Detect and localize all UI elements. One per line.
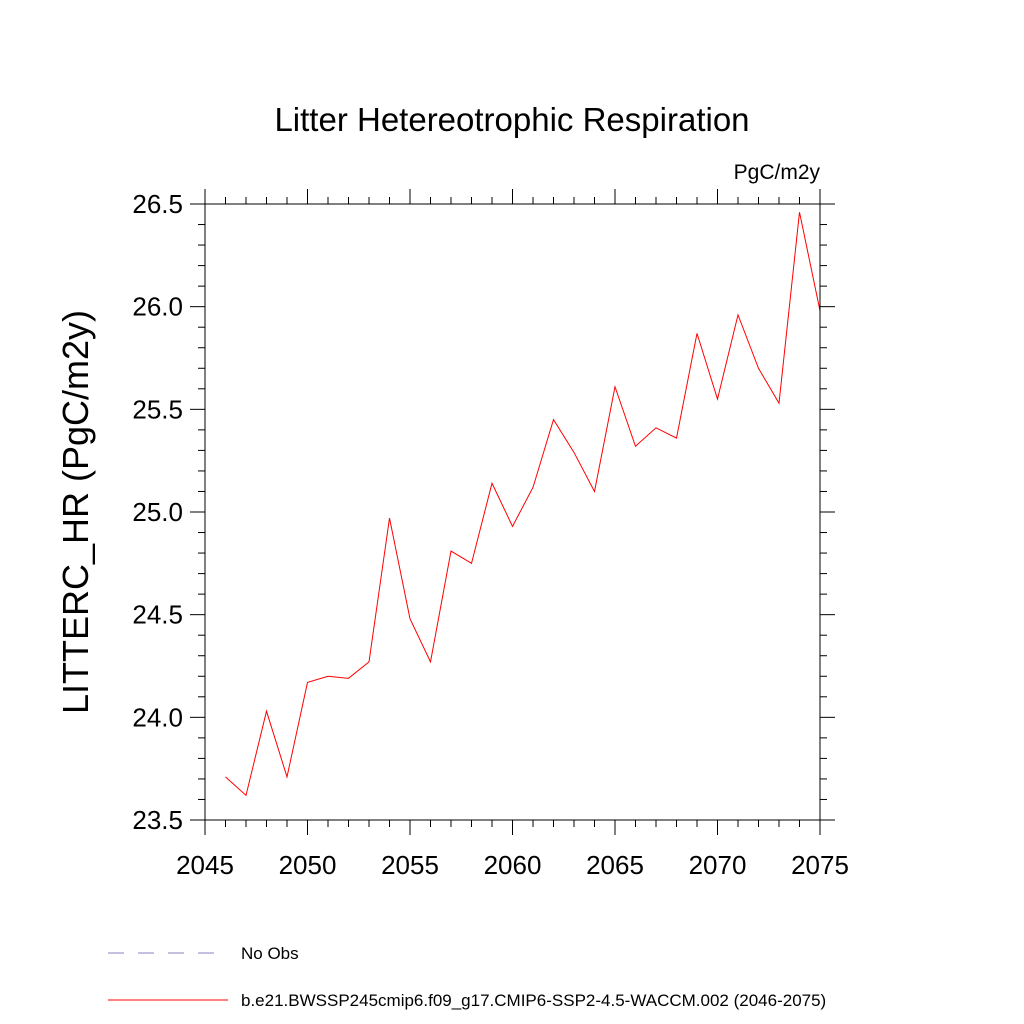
y-tick-label: 26.0 xyxy=(132,292,183,322)
series-line xyxy=(225,212,821,797)
y-tick-labels: 23.5 24.0 24.5 25.0 25.5 26.0 26.5 xyxy=(132,189,183,835)
y-tick-label: 26.5 xyxy=(132,189,183,219)
units-label: PgC/m2y xyxy=(734,161,821,184)
x-tick-label: 2055 xyxy=(381,850,439,880)
axis-ticks xyxy=(190,189,835,835)
legend-label: No Obs xyxy=(241,944,299,963)
x-tick-label: 2070 xyxy=(689,850,747,880)
legend-entry: b.e21.BWSSP245cmip6.f09_g17.CMIP6-SSP2-4… xyxy=(108,991,826,1010)
y-axis-label: LITTERC_HR (PgC/m2y) xyxy=(55,310,96,714)
x-tick-labels: 2045 2050 2055 2060 2065 2070 2075 xyxy=(176,850,849,880)
data-series xyxy=(225,212,821,797)
plot-frame xyxy=(204,203,821,821)
y-tick-label: 23.5 xyxy=(132,805,183,835)
legend-entry: No Obs xyxy=(108,944,299,963)
x-tick-label: 2050 xyxy=(279,850,337,880)
chart-title: Litter Hetereotrophic Respiration xyxy=(274,101,749,138)
y-tick-label: 25.0 xyxy=(132,497,183,527)
y-tick-label: 25.5 xyxy=(132,394,183,424)
y-tick-label: 24.5 xyxy=(132,600,183,630)
legend: No Obs b.e21.BWSSP245cmip6.f09_g17.CMIP6-… xyxy=(108,944,826,1010)
legend-label: b.e21.BWSSP245cmip6.f09_g17.CMIP6-SSP2-4… xyxy=(241,991,826,1010)
x-tick-label: 2045 xyxy=(176,850,234,880)
x-tick-label: 2075 xyxy=(791,850,849,880)
x-tick-label: 2065 xyxy=(586,850,644,880)
x-tick-label: 2060 xyxy=(484,850,542,880)
y-tick-label: 24.0 xyxy=(132,702,183,732)
